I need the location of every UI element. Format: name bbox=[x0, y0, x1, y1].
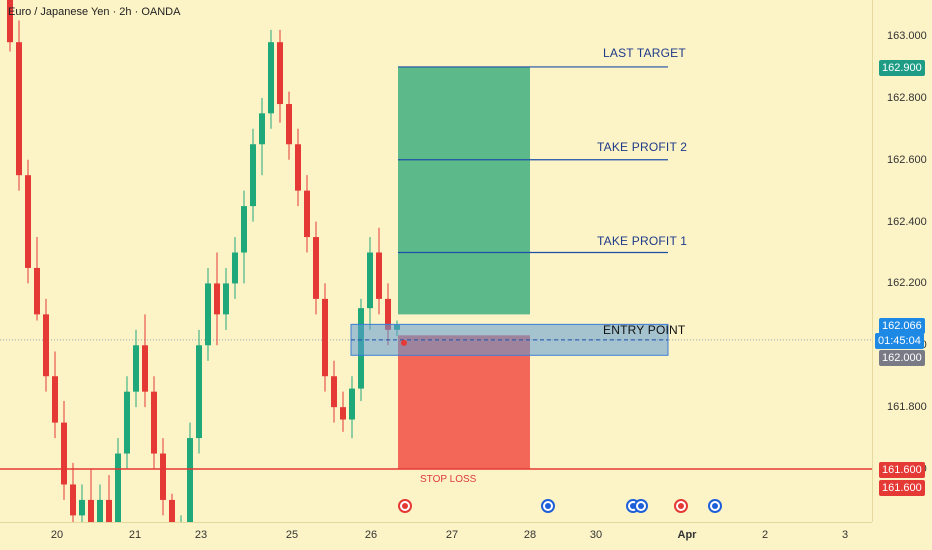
time-label: 21 bbox=[128, 529, 142, 541]
candle-body bbox=[115, 453, 121, 522]
candle-body bbox=[250, 144, 256, 207]
candle-body bbox=[133, 345, 139, 392]
price-tick: 162.200 bbox=[887, 277, 927, 290]
current-price-label: 162.066 bbox=[879, 318, 925, 334]
price-chart[interactable] bbox=[0, 0, 872, 522]
price-scale[interactable]: 163.000 162.800 162.600 162.400 162.200 162.0… bbox=[872, 0, 932, 522]
candle-body bbox=[385, 298, 391, 330]
calendar-event-icon-dot bbox=[638, 503, 644, 509]
candle-body bbox=[187, 438, 193, 522]
candle-body bbox=[196, 345, 202, 439]
flash-event-icon[interactable] bbox=[398, 499, 412, 513]
candle-body bbox=[52, 376, 58, 423]
candle-body bbox=[7, 0, 13, 43]
time-label: 3 bbox=[841, 529, 849, 541]
loss-zone bbox=[398, 335, 530, 469]
candle-body bbox=[169, 499, 175, 522]
candle-body bbox=[295, 144, 301, 191]
candle-body bbox=[61, 422, 67, 485]
candle-body bbox=[367, 252, 373, 309]
candle-body bbox=[160, 453, 166, 500]
last-price-dot bbox=[401, 339, 407, 346]
candle-body bbox=[277, 42, 283, 105]
candle-body bbox=[268, 42, 274, 114]
stop-price-label: 161.600 bbox=[879, 462, 925, 478]
take-profit-2-label: TAKE PROFIT 2 bbox=[597, 140, 688, 154]
candle-body bbox=[124, 391, 130, 454]
candle-body bbox=[286, 104, 292, 145]
candle-body bbox=[349, 388, 355, 420]
entry-point-label: ENTRY POINT bbox=[603, 323, 686, 337]
profit-zone bbox=[398, 66, 530, 315]
candle-body bbox=[304, 190, 310, 238]
entry-price-label: 162.000 bbox=[879, 350, 925, 366]
candle-body bbox=[259, 113, 265, 145]
time-label: 2 bbox=[761, 529, 769, 541]
candle-body bbox=[151, 391, 157, 454]
candle-body bbox=[16, 42, 22, 176]
candle-body bbox=[106, 499, 112, 522]
alert-event-icon[interactable] bbox=[674, 499, 688, 513]
time-label: 23 bbox=[194, 529, 208, 541]
time-label: 20 bbox=[50, 529, 64, 541]
take-profit-1-label: TAKE PROFIT 1 bbox=[597, 234, 688, 248]
candle-body bbox=[25, 175, 31, 268]
price-tick: 162.600 bbox=[887, 153, 927, 166]
calendar-event-icon[interactable] bbox=[541, 499, 555, 513]
candle-body bbox=[70, 484, 76, 516]
candle-body bbox=[376, 252, 382, 299]
candle-body bbox=[313, 237, 319, 299]
candle-body bbox=[214, 283, 220, 315]
price-tick: 162.400 bbox=[887, 215, 927, 228]
time-label: 26 bbox=[364, 529, 378, 541]
candle-body bbox=[97, 499, 103, 522]
candle-body bbox=[223, 283, 229, 315]
flash-event-icon-dot bbox=[402, 503, 408, 509]
time-label: 27 bbox=[445, 529, 459, 541]
alert-event-icon-dot bbox=[678, 503, 684, 509]
calendar-event-icon-dot bbox=[545, 503, 551, 509]
price-tick: 162.800 bbox=[887, 91, 927, 104]
candle-body bbox=[331, 376, 337, 408]
candle-body bbox=[322, 298, 328, 377]
candle-body bbox=[88, 499, 94, 522]
calendar-event-icon[interactable] bbox=[634, 499, 648, 513]
candle-body bbox=[241, 206, 247, 253]
time-scale[interactable]: 20 21 23 25 26 27 28 30 Apr 2 3 bbox=[0, 522, 872, 550]
candle-body bbox=[232, 252, 238, 284]
time-label: Apr bbox=[677, 529, 697, 541]
candle-body bbox=[205, 283, 211, 346]
time-label: 30 bbox=[589, 529, 603, 541]
price-tick: 161.800 bbox=[887, 401, 927, 414]
time-label: 25 bbox=[285, 529, 299, 541]
candle-body bbox=[43, 314, 49, 377]
countdown-label: 01:45:04 bbox=[875, 333, 924, 349]
candle-body bbox=[79, 499, 85, 516]
stop-price-label-2: 161.600 bbox=[879, 480, 925, 496]
calendar-event-icon-dot bbox=[712, 503, 718, 509]
target-price-label: 162.900 bbox=[879, 60, 925, 76]
candle-body bbox=[34, 267, 40, 315]
candle-body bbox=[340, 407, 346, 420]
candle-body bbox=[142, 345, 148, 392]
calendar-event-icon-dot bbox=[630, 503, 636, 509]
stop-loss-label: STOP LOSS bbox=[420, 474, 477, 485]
chart-title: Euro / Japanese Yen · 2h · OANDA bbox=[8, 6, 181, 18]
time-label: 28 bbox=[523, 529, 537, 541]
last-target-label: LAST TARGET bbox=[603, 46, 686, 60]
calendar-event-icon[interactable] bbox=[708, 499, 722, 513]
price-tick: 163.000 bbox=[887, 30, 927, 42]
